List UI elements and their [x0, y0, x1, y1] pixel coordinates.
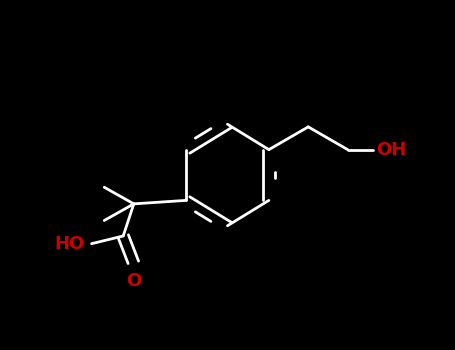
Text: O: O	[126, 272, 141, 290]
Text: OH: OH	[376, 141, 407, 159]
Text: HO: HO	[55, 235, 85, 253]
